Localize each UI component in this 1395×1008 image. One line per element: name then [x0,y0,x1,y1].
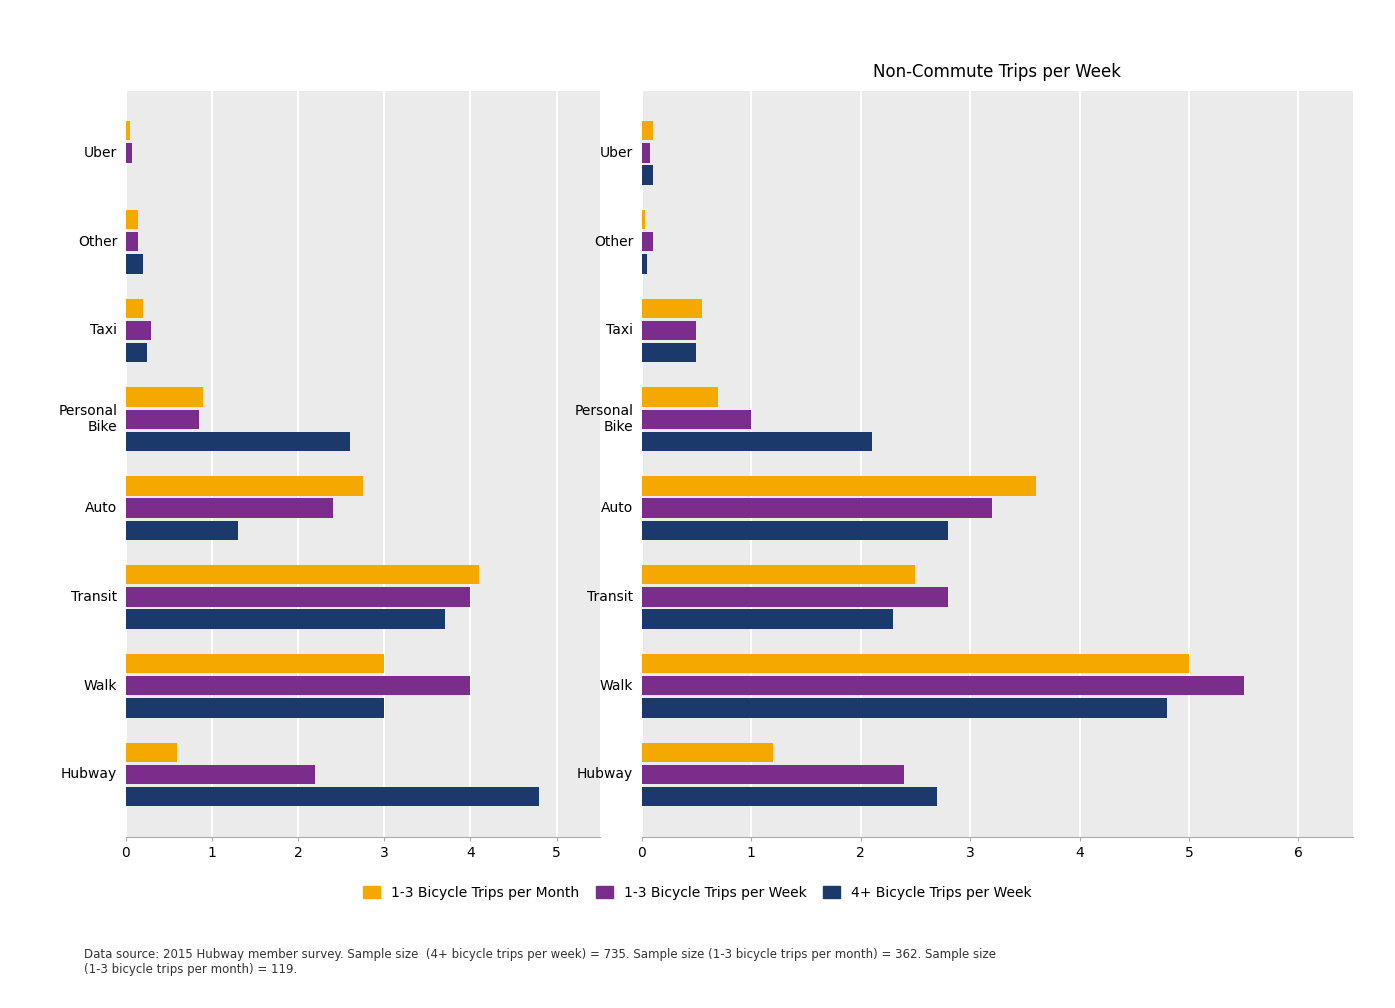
Bar [642,431,872,452]
Bar [126,520,237,540]
Bar [642,254,647,273]
Bar [126,699,384,718]
Bar [126,232,138,251]
Bar [126,765,315,784]
Bar [126,676,470,696]
Bar [642,232,653,251]
Bar [126,409,199,429]
Bar [126,387,204,407]
Bar [642,476,1035,496]
Bar [642,609,893,629]
Bar [126,254,142,273]
Bar [642,564,915,585]
Bar [642,121,653,140]
Text: Data source: 2015 Hubway member survey. Sample size  (4+ bicycle trips per week): Data source: 2015 Hubway member survey. … [84,948,996,976]
Bar [642,743,773,762]
Bar [642,498,992,518]
Bar [126,498,332,518]
Legend: 1-3 Bicycle Trips per Month, 1-3 Bicycle Trips per Week, 4+ Bicycle Trips per We: 1-3 Bicycle Trips per Month, 1-3 Bicycle… [359,880,1036,905]
Bar [126,743,177,762]
Bar [126,587,470,607]
Bar [642,654,1189,673]
Bar [126,210,138,229]
Bar [126,431,350,452]
Bar [642,298,702,319]
Bar [642,165,653,184]
Bar [126,564,478,585]
Bar [126,787,540,806]
Bar [126,298,142,319]
Bar [642,787,937,806]
Bar [642,143,650,162]
Bar [642,210,644,229]
Bar [126,121,130,140]
Bar [642,587,949,607]
Bar [126,343,146,363]
Bar [642,699,1168,718]
Bar [642,321,696,341]
Bar [126,609,445,629]
Bar [642,676,1244,696]
Bar [642,520,949,540]
Bar [642,387,718,407]
Bar [126,321,152,341]
Bar [642,343,696,363]
Bar [126,143,133,162]
Bar [642,409,751,429]
Bar [126,476,363,496]
Bar [642,765,904,784]
Bar [126,654,384,673]
Title: Non-Commute Trips per Week: Non-Commute Trips per Week [873,62,1122,81]
